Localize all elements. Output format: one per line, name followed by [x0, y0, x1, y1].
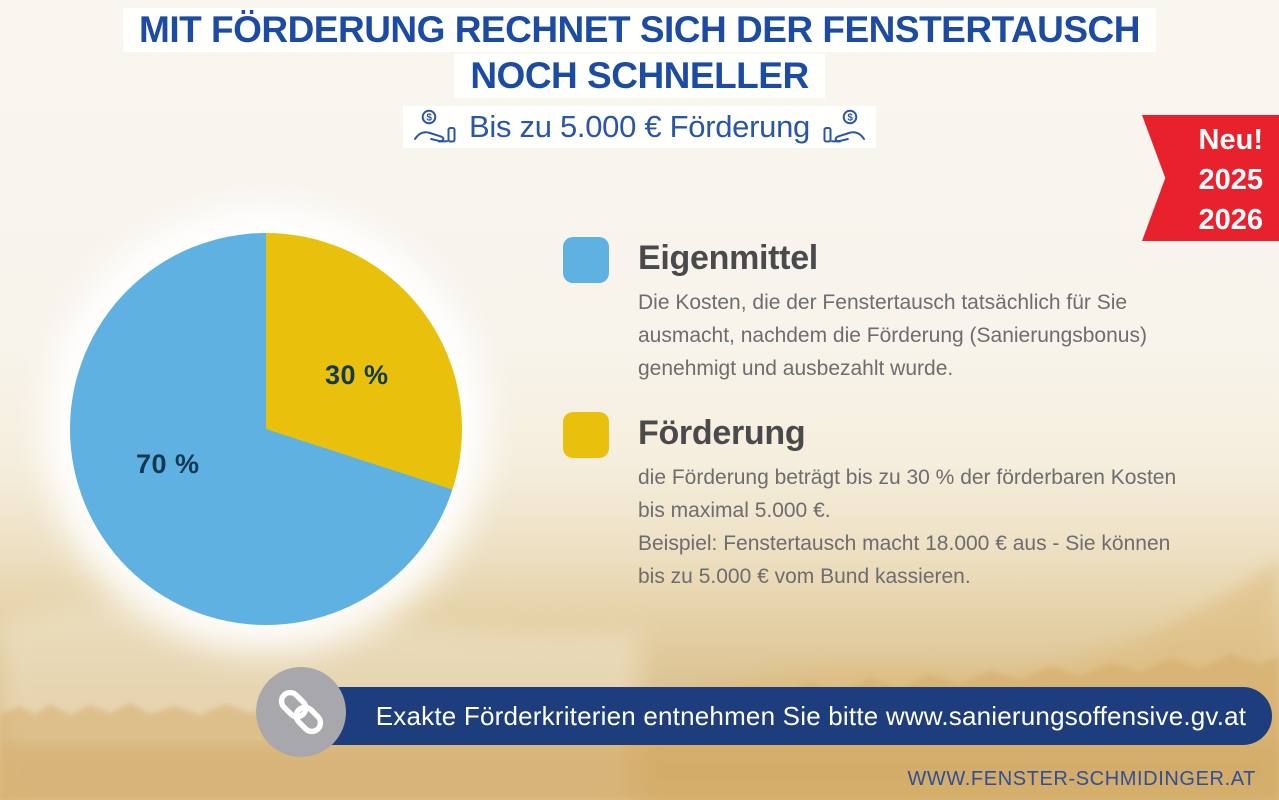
legend-desc-foerderung-line2: Beispiel: Fenstertausch macht 18.000 € a…: [638, 532, 1171, 589]
ribbon-year-2026: 2026: [1198, 204, 1263, 236]
subtitle-text: Bis zu 5.000 € Förderung: [469, 108, 810, 144]
legend-desc-foerderung-line1: die Förderung beträgt bis zu 30 % der fö…: [638, 466, 1177, 523]
footer-website[interactable]: WWW.FENSTER-SCHMIDINGER.AT: [907, 768, 1256, 790]
legend-title-foerderung: Förderung: [638, 414, 806, 453]
svg-text:$: $: [847, 112, 853, 123]
banner-link-text[interactable]: Exakte Förderkriterien entnehmen Sie bit…: [375, 700, 1247, 731]
legend-item-eigenmittel: Eigenmittel Die Kosten, die der Fenstert…: [563, 237, 1193, 385]
ribbon-label-neu: Neu!: [1198, 124, 1263, 156]
legend-title-eigenmittel: Eigenmittel: [638, 239, 818, 277]
hand-coin-icon: $: [414, 109, 456, 143]
legend-swatch-foerderung: [563, 412, 609, 459]
pie-label-eigenmittel: 70 %: [136, 449, 200, 479]
subtitle: $ Bis zu 5.000 € Förderung $: [403, 105, 876, 148]
legend-swatch-eigenmittel: [563, 237, 609, 283]
banner-icon-circle: [256, 667, 346, 757]
pie-chart: [70, 233, 462, 625]
page-title-line1: MIT FÖRDERUNG RECHNET SICH DER FENSTERTA…: [123, 8, 1156, 52]
header: MIT FÖRDERUNG RECHNET SICH DER FENSTERTA…: [0, 8, 1279, 151]
ribbon-year-2025: 2025: [1198, 164, 1263, 196]
svg-text:$: $: [426, 112, 432, 123]
pie-label-foerderung: 30 %: [325, 360, 389, 390]
legend: Eigenmittel Die Kosten, die der Fenstert…: [563, 237, 1193, 593]
chain-link-icon: [278, 689, 324, 735]
hand-coin-icon: $: [823, 109, 865, 143]
legend-desc-eigenmittel: Die Kosten, die der Fenstertausch tatsäc…: [638, 291, 1147, 381]
pie-chart-wrap: 30 % 70 %: [70, 233, 462, 625]
legend-item-foerderung: Förderung die Förderung beträgt bis zu 3…: [563, 412, 1193, 593]
page-title-line2: NOCH SCHNELLER: [454, 53, 825, 98]
info-banner: Exakte Förderkriterien entnehmen Sie bit…: [300, 687, 1272, 745]
